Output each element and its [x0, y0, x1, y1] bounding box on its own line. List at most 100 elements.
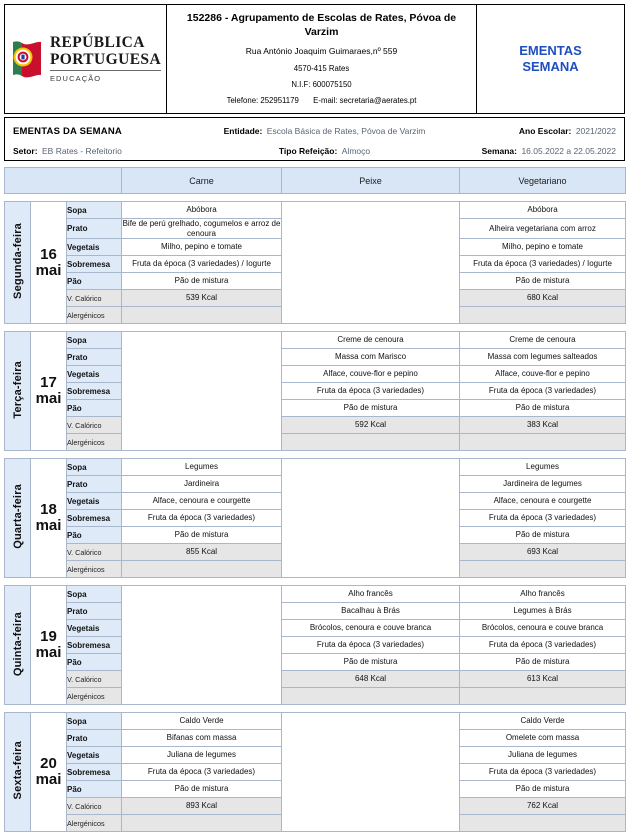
menu-cell-carne-calorico: 855 Kcal	[121, 543, 283, 562]
row-label-alergenicos: Alergénicos	[65, 814, 123, 832]
menu-row: Sobremesa Fruta da época (3 variedades) Fr…	[5, 636, 627, 655]
menu-row: V. Calórico 592 Kcal 383 Kcal	[5, 416, 627, 435]
menu-cell-peixe-calorico: 592 Kcal	[281, 416, 461, 435]
row-label-pao: Pão	[65, 526, 123, 545]
menu-cell-vegetariano-pao: Pão de mistura	[459, 780, 627, 799]
menu-cell-vegetariano-prato: Jardineira de legumes	[459, 475, 627, 494]
day-month: mai	[35, 644, 62, 662]
day-block-spacer	[4, 704, 626, 713]
tipo-refeicao-label: Tipo Refeição:	[278, 146, 338, 156]
info-heading: EMENTAS DA SEMANA	[13, 126, 122, 137]
empty-meal-block-carne	[121, 331, 283, 452]
menu-row: V. Calórico 648 Kcal 613 Kcal	[5, 670, 627, 689]
document-title: EMENTAS SEMANA	[519, 43, 582, 76]
day-date-cell: 16 mai	[30, 200, 67, 325]
info-setor-cell: Setor: EB Rates - Refeitorio	[13, 141, 208, 159]
day-name-cell: Quinta-feira	[4, 585, 31, 706]
menu-cell-vegetariano-pao: Pão de mistura	[459, 399, 627, 418]
menu-row: V. Calórico 855 Kcal 693 Kcal	[5, 543, 627, 562]
menu-document: REPÚBLICA PORTUGUESA EDUCAÇÃO 152286 - A…	[0, 4, 629, 832]
school-title: 152286 - Agrupamento de Escolas de Rates…	[186, 12, 457, 39]
row-label-prato: Prato	[65, 217, 123, 240]
menu-cell-peixe-sobremesa: Fruta da época (3 variedades)	[281, 636, 461, 655]
logo-wordmark: REPÚBLICA PORTUGUESA EDUCAÇÃO	[49, 34, 162, 84]
menu-cell-peixe-vegetais: Brócolos, cenoura e couve branca	[281, 619, 461, 638]
day-date-cell: 17 mai	[30, 331, 67, 452]
row-label-alergenicos: Alergénicos	[65, 560, 123, 579]
menu-cell-carne-sopa: Caldo Verde	[121, 712, 283, 731]
menu-cell-vegetariano-sopa: Abóbora	[459, 201, 627, 219]
document-title-line1: EMENTAS	[519, 42, 582, 58]
menu-cell-vegetariano-sopa: Creme de cenoura	[459, 331, 627, 350]
logo-line-educacao: EDUCAÇÃO	[49, 74, 102, 84]
document-title-line2: SEMANA	[522, 59, 579, 74]
entidade-label: Entidade:	[223, 126, 263, 136]
row-label-alergenicos: Alergénicos	[65, 306, 123, 325]
menu-cell-carne-prato: Bife de perú grelhado, cogumelos e arroz…	[121, 217, 283, 240]
menu-cell-vegetariano-alergenicos	[459, 306, 627, 325]
menu-cell-peixe-prato: Bacalhau à Brás	[281, 602, 461, 621]
ano-escolar-label: Ano Escolar:	[518, 126, 572, 136]
day-month: mai	[35, 771, 62, 789]
day-number: 20	[40, 755, 57, 773]
info-ano-cell: Ano Escolar: 2021/2022	[441, 121, 616, 139]
spacer-cell	[4, 323, 626, 332]
row-label-sopa: Sopa	[65, 712, 123, 731]
table-header: Carne Peixe Vegetariano	[3, 167, 627, 194]
menu-cell-carne-alergenicos	[121, 560, 283, 579]
header-blank	[3, 167, 123, 194]
menu-row: Pão Pão de mistura Pão de mistura	[5, 272, 627, 291]
school-phone: Telefone: 252951179	[226, 96, 299, 106]
day-date-cell: 19 mai	[30, 585, 67, 706]
table-body: Segunda-feira 16 mai Sopa Abóbora Abóbora Prat…	[4, 193, 627, 832]
row-label-pao: Pão	[65, 653, 123, 672]
menu-cell-vegetariano-prato: Legumes à Brás	[459, 602, 627, 621]
menu-cell-carne-calorico: 539 Kcal	[121, 289, 283, 308]
menu-row: Prato Jardineira Jardineira de legumes	[5, 475, 627, 494]
row-label-pao: Pão	[65, 399, 123, 418]
day-name-label: Terça-feira	[11, 360, 24, 419]
day-block-spacer	[4, 323, 626, 332]
menu-row: Vegetais Brócolos, cenoura e couve branca…	[5, 619, 627, 638]
menu-cell-carne-pao: Pão de mistura	[121, 272, 283, 291]
empty-meal-block-carne	[121, 585, 283, 706]
menu-cell-vegetariano-pao: Pão de mistura	[459, 653, 627, 672]
tipo-refeicao-value: Almoço	[341, 146, 371, 156]
header-logo-cell: REPÚBLICA PORTUGUESA EDUCAÇÃO	[5, 5, 167, 113]
menu-row: Prato Bife de perú grelhado, cogumelos e …	[5, 217, 627, 240]
menu-row: Quarta-feira 18 mai Sopa Legumes Legumes	[4, 458, 627, 579]
menu-cell-peixe-vegetais: Alface, couve-flor e pepino	[281, 365, 461, 384]
menu-cell-carne-pao: Pão de mistura	[121, 780, 283, 799]
row-label-sobremesa: Sobremesa	[65, 255, 123, 274]
row-label-prato: Prato	[65, 602, 123, 621]
menu-cell-vegetariano-vegetais: Alface, cenoura e courgette	[459, 492, 627, 511]
menu-cell-carne-vegetais: Milho, pepino e tomate	[121, 238, 283, 257]
menu-cell-vegetariano-prato: Alheira vegetariana com arroz	[459, 217, 627, 240]
row-label-vegetais: Vegetais	[65, 746, 123, 765]
header-doc-title-cell: EMENTAS SEMANA	[477, 5, 624, 113]
menu-cell-vegetariano-sobremesa: Fruta da época (3 variedades)	[459, 636, 627, 655]
row-label-sobremesa: Sobremesa	[65, 509, 123, 528]
row-label-sobremesa: Sobremesa	[65, 382, 123, 401]
day-block-spacer	[4, 450, 626, 459]
logo-line-republica: REPÚBLICA	[49, 34, 145, 52]
info-semana-cell: Semana: 16.05.2022 a 22.05.2022	[441, 141, 616, 159]
table-header-row: Carne Peixe Vegetariano	[3, 167, 627, 194]
menu-cell-carne-sobremesa: Fruta da época (3 variedades)	[121, 509, 283, 528]
row-label-vegetais: Vegetais	[65, 238, 123, 257]
row-label-vegetais: Vegetais	[65, 492, 123, 511]
info-heading-cell: EMENTAS DA SEMANA	[13, 121, 208, 139]
day-name-label: Quinta-feira	[11, 611, 24, 676]
menu-cell-carne-sobremesa: Fruta da época (3 variedades) / Iogurte	[121, 255, 283, 274]
day-date-cell: 20 mai	[30, 712, 67, 832]
menu-cell-vegetariano-alergenicos	[459, 433, 627, 452]
menu-cell-carne-sobremesa: Fruta da época (3 variedades)	[121, 763, 283, 782]
spacer-cell	[4, 704, 626, 713]
menu-cell-carne-sopa: Legumes	[121, 458, 283, 477]
menu-cell-vegetariano-sobremesa: Fruta da época (3 variedades)	[459, 382, 627, 401]
menu-cell-vegetariano-alergenicos	[459, 814, 627, 832]
menu-cell-peixe-alergenicos	[281, 687, 461, 706]
menu-row: Pão Pão de mistura Pão de mistura	[5, 399, 627, 418]
spacer-cell	[4, 193, 626, 202]
row-label-alergenicos: Alergénicos	[65, 687, 123, 706]
